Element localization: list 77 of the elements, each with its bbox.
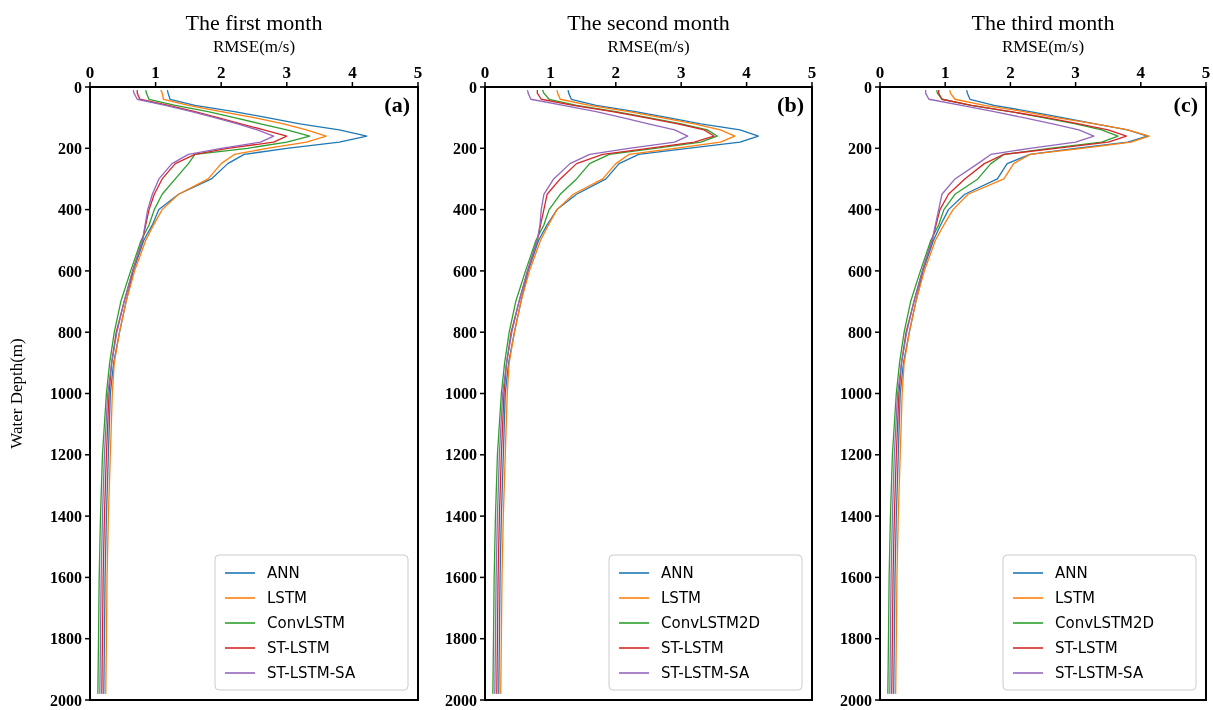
x-tick-label: 5 [413, 63, 423, 82]
y-tick-label: 1600 [840, 569, 872, 586]
y-tick-label: 2000 [50, 691, 82, 709]
legend-label: ANN [267, 564, 300, 583]
annotation: (b) [777, 92, 804, 117]
legend-label: ST-LSTM [1055, 639, 1118, 658]
y-tick-label: 1800 [840, 630, 872, 648]
legend-label: ConvLSTM2D [661, 614, 761, 633]
y-axis-title: Water Depth(m) [7, 338, 26, 449]
legend-label: ConvLSTM2D [1055, 614, 1155, 633]
chart-title: The first month [185, 10, 323, 35]
y-tick-label: 1400 [50, 507, 82, 525]
y-tick-label: 2000 [445, 691, 477, 709]
x-tick-label: 3 [1071, 63, 1080, 82]
legend-label: LSTM [267, 589, 307, 608]
y-tick-label: 1600 [445, 569, 477, 586]
x-tick-label: 4 [742, 63, 752, 82]
y-tick-label: 1200 [840, 446, 872, 464]
y-tick-label: 1200 [50, 446, 82, 464]
y-tick-label: 400 [58, 201, 82, 219]
x-tick-label: 0 [85, 63, 95, 82]
y-tick-label: 1800 [50, 630, 82, 648]
y-tick-label: 1000 [445, 385, 477, 403]
legend-label: ConvLSTM [267, 614, 346, 633]
x-tick-label: 1 [546, 63, 555, 82]
y-tick-label: 600 [58, 262, 82, 280]
y-tick-label: 1600 [50, 569, 82, 586]
y-tick-label: 800 [58, 323, 82, 341]
legend-label: ANN [661, 564, 694, 583]
y-tick-label: 800 [848, 323, 872, 341]
annotation: (a) [384, 92, 410, 117]
x-tick-label: 2 [216, 63, 226, 82]
y-tick-label: 1000 [840, 385, 872, 403]
y-tick-label: 2000 [840, 691, 872, 709]
legend-label: ST-LSTM [267, 639, 330, 658]
x-tick-label: 0 [875, 63, 885, 82]
y-tick-label: 1400 [840, 507, 872, 525]
legend-label: ST-LSTM-SA [1055, 664, 1144, 683]
legend-label: LSTM [661, 589, 701, 608]
chart-title: The second month [567, 10, 730, 35]
x-tick-label: 2 [1006, 63, 1015, 82]
x-tick-label: 3 [282, 63, 292, 82]
x-tick-label: 2 [611, 63, 621, 82]
x-tick-label: 5 [1201, 63, 1211, 82]
legend-label: ANN [1055, 564, 1088, 583]
x-axis-title: RMSE(m/s) [607, 37, 690, 56]
x-tick-label: 4 [348, 63, 358, 82]
annotation: (c) [1173, 92, 1198, 117]
line-series [103, 89, 368, 695]
y-tick-label: 0 [864, 78, 872, 96]
y-tick-label: 600 [848, 262, 872, 280]
x-tick-label: 1 [940, 63, 950, 82]
y-tick-label: 0 [469, 78, 477, 96]
y-tick-label: 400 [848, 201, 872, 219]
y-tick-label: 1800 [445, 630, 477, 648]
legend-label: ST-LSTM-SA [267, 664, 356, 683]
y-tick-label: 200 [453, 139, 477, 157]
y-tick-label: 600 [453, 262, 477, 280]
y-tick-label: 200 [58, 139, 82, 157]
x-tick-label: 3 [676, 63, 686, 82]
legend-label: ST-LSTM [661, 639, 724, 658]
x-tick-label: 0 [480, 63, 490, 82]
legend-label: LSTM [1055, 589, 1095, 608]
x-axis-title: RMSE(m/s) [1001, 37, 1085, 56]
legend-label: ST-LSTM-SA [661, 664, 750, 683]
x-axis-title: RMSE(m/s) [212, 37, 296, 56]
x-tick-label: 1 [151, 63, 160, 82]
y-tick-label: 800 [453, 323, 477, 341]
y-tick-label: 200 [848, 139, 872, 157]
x-tick-label: 5 [807, 63, 817, 82]
y-tick-label: 0 [74, 78, 82, 96]
y-tick-label: 1200 [445, 446, 477, 464]
y-tick-label: 1000 [50, 385, 82, 403]
y-tick-label: 1400 [445, 507, 477, 525]
y-tick-label: 400 [453, 201, 477, 219]
chart-title: The third month [971, 10, 1115, 35]
x-tick-label: 4 [1136, 63, 1146, 82]
